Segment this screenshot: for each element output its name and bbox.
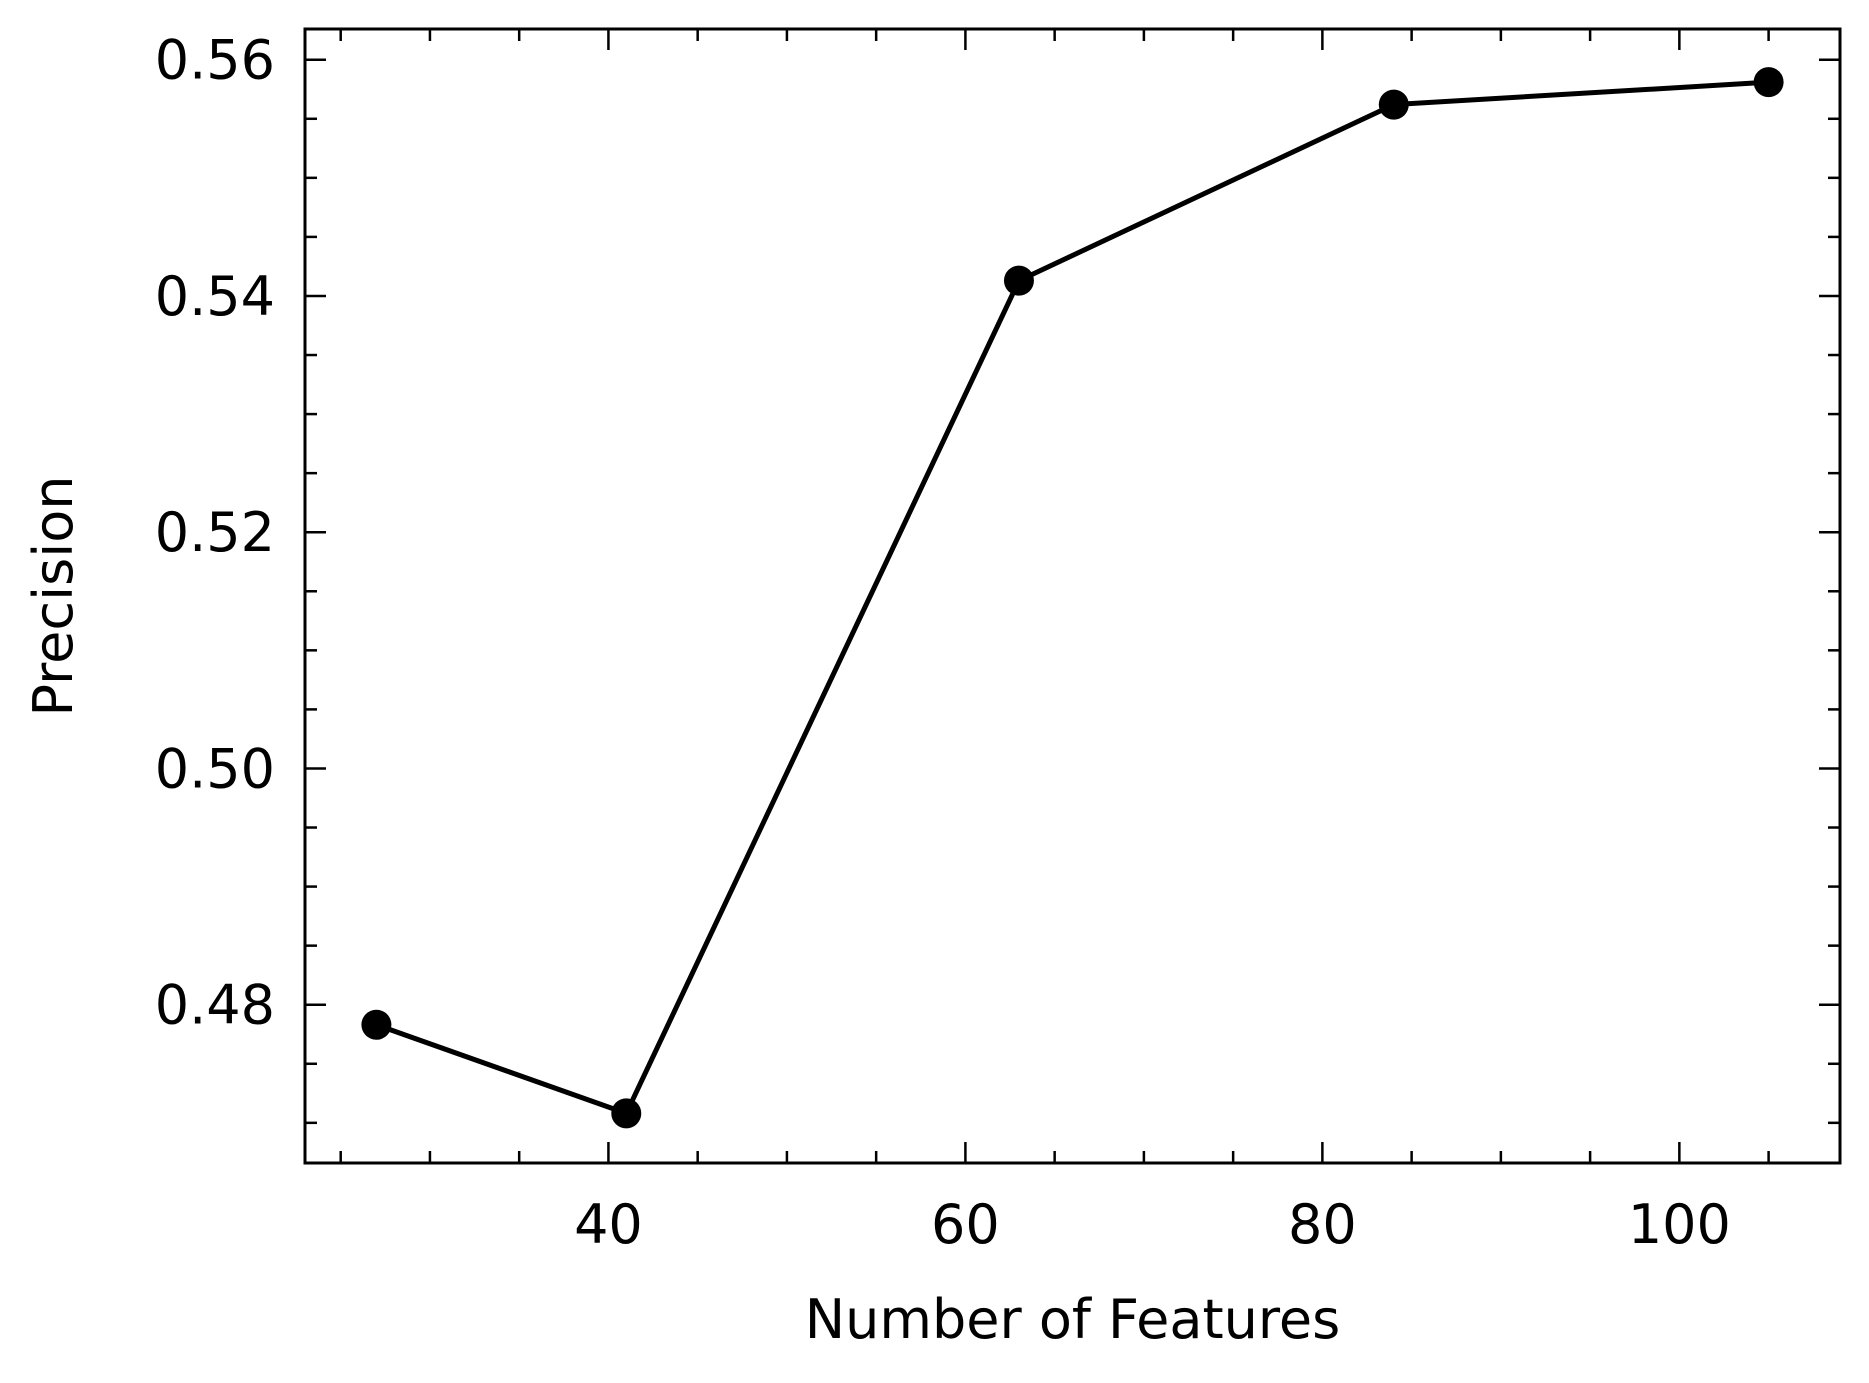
x-axis-title: Number of Features [805,1288,1341,1351]
data-point [361,1009,392,1040]
x-tick-label: 40 [574,1193,643,1256]
data-series [361,67,1784,1129]
y-tick-label: 0.52 [155,501,275,564]
axis-ticks [305,29,1840,1163]
y-tick-label: 0.54 [155,265,275,328]
x-tick-label: 80 [1288,1193,1357,1256]
x-tick-label: 100 [1628,1193,1731,1256]
x-tick-label: 60 [931,1193,1000,1256]
data-point [1378,89,1409,120]
y-axis-title: Precision [22,476,85,717]
y-tick-label: 0.56 [155,29,275,92]
y-tick-label: 0.50 [155,737,275,800]
plot-frame [303,27,1842,1165]
data-point [1003,265,1034,296]
data-point [1753,67,1784,98]
tick-labels: 40 60 80 100 0.48 0.50 0.52 0.54 0.56 [155,29,1731,1256]
data-point [611,1098,642,1129]
y-tick-label: 0.48 [155,974,275,1037]
